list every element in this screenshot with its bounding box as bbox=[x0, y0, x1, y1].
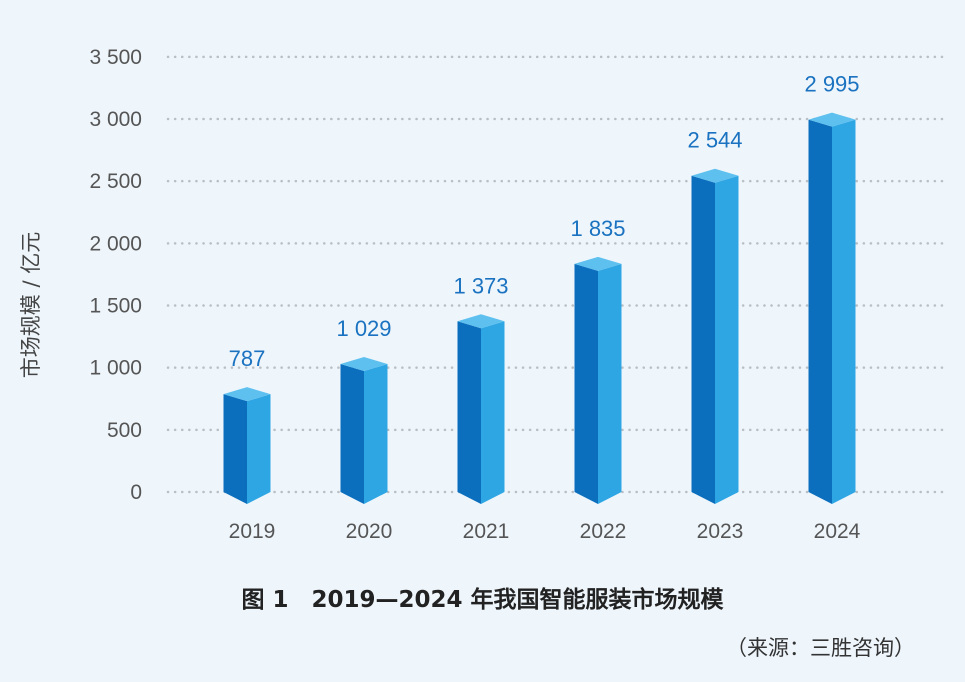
bar-left-face bbox=[574, 263, 598, 504]
bar-left-face bbox=[223, 394, 247, 504]
bar-right-face bbox=[598, 263, 622, 504]
x-tick-label: 2020 bbox=[346, 520, 393, 543]
y-tick-label: 1 500 bbox=[89, 295, 142, 318]
y-tick-label: 0 bbox=[130, 481, 142, 504]
bar-top-face bbox=[340, 357, 388, 372]
y-axis-label: 市场规模 / 亿元 bbox=[19, 232, 43, 378]
y-tick-label: 3 500 bbox=[89, 46, 142, 69]
chart-title: 图 1 2019—2024 年我国智能服装市场规模 bbox=[241, 587, 724, 613]
bar-top-face bbox=[223, 387, 271, 402]
x-tick-label: 2019 bbox=[229, 520, 276, 543]
data-label: 1 029 bbox=[336, 316, 391, 341]
y-tick-label: 2 500 bbox=[89, 170, 142, 193]
data-label: 2 544 bbox=[687, 128, 742, 153]
bar-left-face bbox=[457, 321, 481, 504]
bar-top-face bbox=[574, 256, 622, 271]
bar-top-face bbox=[457, 314, 505, 329]
bar-right-face bbox=[481, 321, 505, 504]
bar-right-face bbox=[715, 175, 739, 505]
data-label: 1 373 bbox=[453, 273, 508, 298]
x-tick-label: 2021 bbox=[463, 520, 510, 543]
x-tick-label: 2022 bbox=[580, 520, 627, 543]
bar-top-face bbox=[691, 168, 739, 183]
bar-right-face bbox=[832, 119, 856, 504]
y-tick-label: 3 000 bbox=[89, 108, 142, 131]
y-tick-label: 1 000 bbox=[89, 357, 142, 380]
bar-left-face bbox=[808, 119, 832, 504]
y-tick-label: 2 000 bbox=[89, 232, 142, 255]
x-tick-label: 2024 bbox=[814, 520, 861, 543]
data-label: 1 835 bbox=[570, 216, 625, 241]
x-tick-label: 2023 bbox=[697, 520, 744, 543]
bar-right-face bbox=[247, 394, 271, 504]
data-label: 787 bbox=[229, 346, 266, 371]
data-label: 2 995 bbox=[804, 72, 859, 97]
chart-source: （来源：三胜咨询） bbox=[726, 636, 915, 660]
bar-left-face bbox=[340, 364, 364, 504]
bar-left-face bbox=[691, 175, 715, 505]
bar-right-face bbox=[364, 364, 388, 504]
bar-top-face bbox=[808, 112, 856, 127]
y-tick-label: 500 bbox=[107, 419, 142, 442]
